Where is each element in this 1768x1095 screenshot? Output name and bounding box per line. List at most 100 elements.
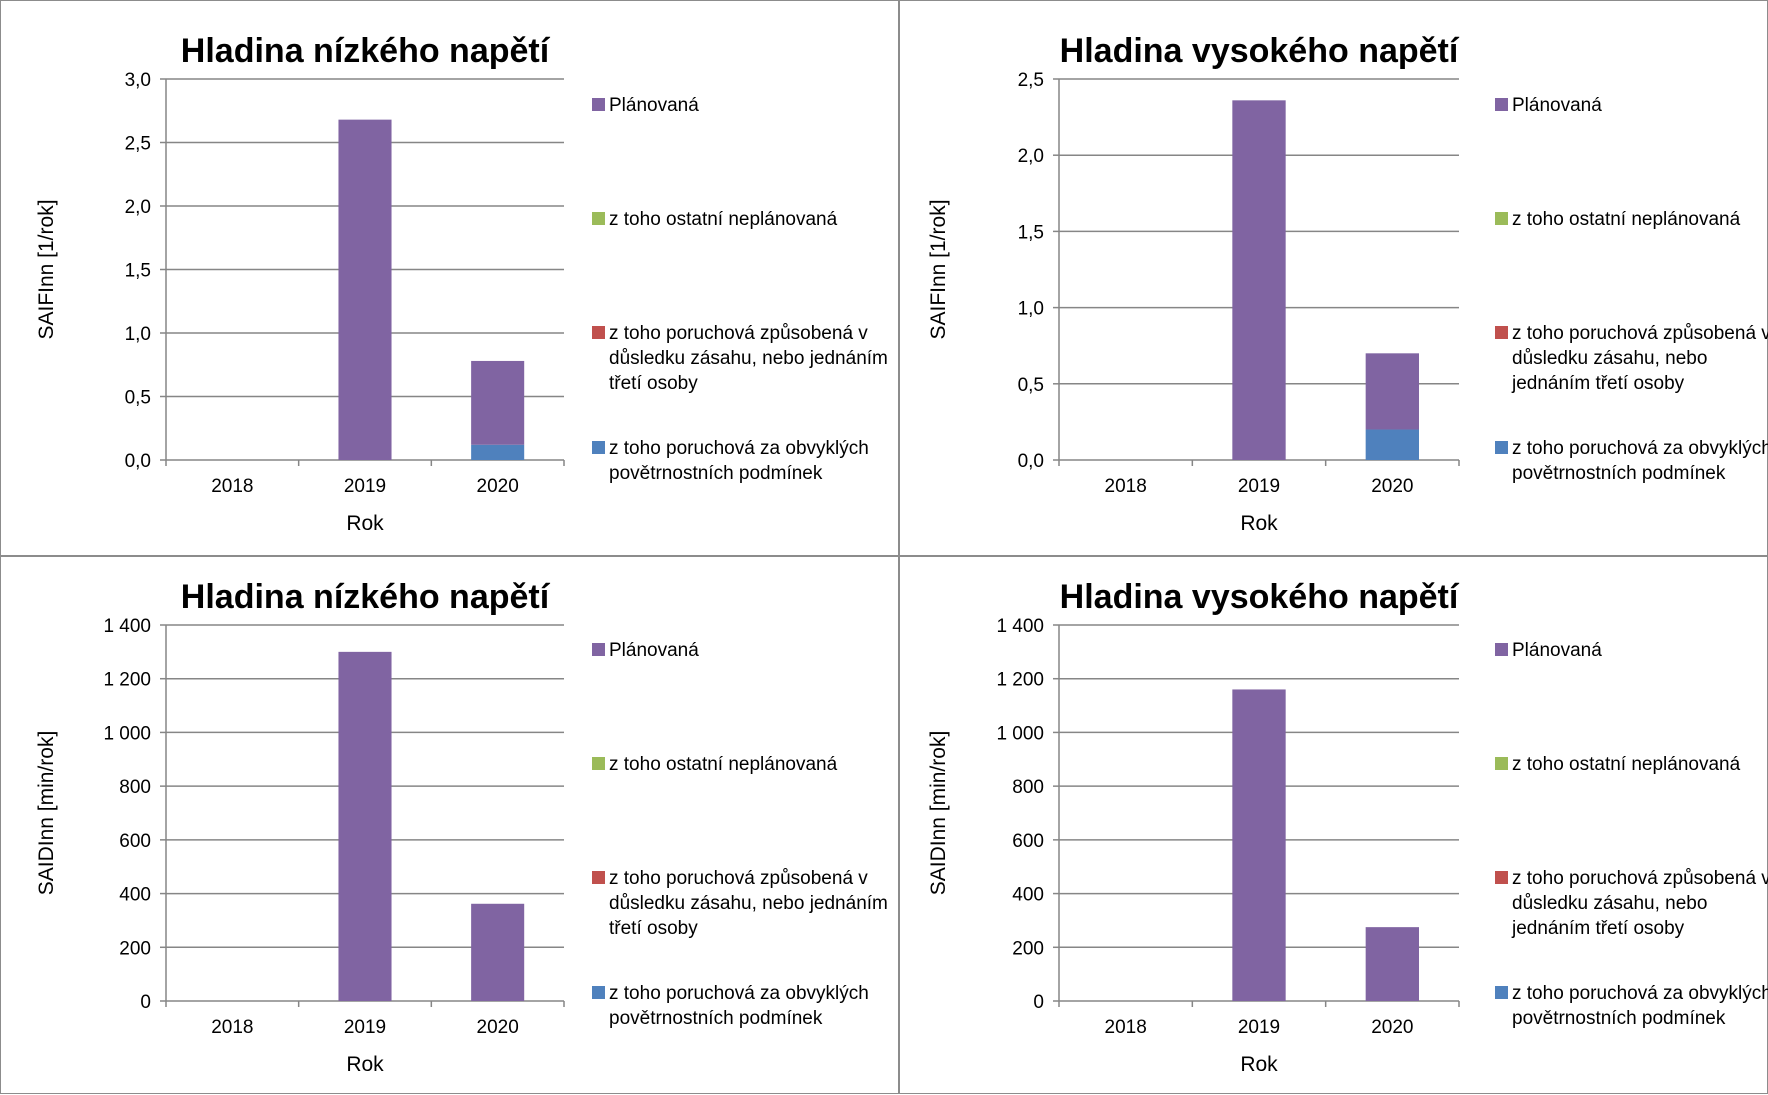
legend-label: z toho poruchová způsobená v důsledku zás…: [1511, 323, 1768, 394]
bar-segment: [1365, 927, 1419, 1001]
y-tick-label: 800: [119, 777, 151, 798]
bar-segment: [338, 119, 392, 460]
legend-swatch: [592, 643, 605, 656]
y-axis-title: SAIDInn [min/rok]: [927, 731, 950, 896]
x-tick-label: 2018: [211, 476, 253, 497]
legend-swatch: [592, 757, 605, 770]
legend-swatch: [592, 212, 605, 225]
y-tick-label: 0,5: [125, 388, 151, 409]
legend-label: Plánovaná: [1512, 95, 1602, 116]
bar-segment: [1232, 100, 1286, 460]
legend-item: Plánovaná: [592, 640, 699, 661]
legend-swatch: [1495, 98, 1508, 111]
bar-segment: [1365, 353, 1419, 430]
y-axis-title: SAIFInn [1/rok]: [927, 199, 950, 339]
chart-svg: Hladina nízkého napětí 0 200 400 600 800 1 000…: [35, 578, 888, 1076]
legend-swatch: [1495, 871, 1508, 884]
y-tick-label: 0,0: [125, 451, 151, 472]
legend-item: z toho ostatní neplánovaná: [1495, 209, 1741, 230]
legend-swatch: [1495, 326, 1508, 339]
legend-label: z toho ostatní neplánovaná: [1512, 754, 1741, 775]
legend-item: z toho poruchová způsobená v důsledku zás…: [592, 868, 888, 939]
y-tick-label: 800: [1012, 777, 1044, 798]
y-tick-label: 1,5: [125, 261, 151, 282]
x-tick-label: 2020: [477, 476, 519, 497]
y-axis-title: SAIDInn [min/rok]: [35, 731, 58, 896]
chart-title: Hladina nízkého napětí: [181, 578, 551, 616]
legend-item: Plánovaná: [1495, 640, 1602, 661]
y-axis-title: SAIFInn [1/rok]: [35, 199, 58, 339]
legend-swatch: [592, 986, 605, 999]
x-tick-label: 2018: [211, 1017, 253, 1038]
y-tick-label: 2,0: [1018, 146, 1044, 167]
legend-item: z toho poruchová za obvyklých povětrnostn…: [592, 983, 869, 1029]
chart-panel-3: Hladina nízkého napětí 0 200 400 600 800 1 000…: [0, 556, 899, 1094]
legend-label: z toho ostatní neplánovaná: [609, 754, 838, 775]
y-tick-label: 1 200: [103, 670, 151, 691]
chart-svg: Hladina vysokého napětí 0,0 0,5 1,0 1,5 2,0 2,…: [927, 32, 1768, 535]
chart-title: Hladina vysokého napětí: [1060, 578, 1460, 616]
chart-panel-4: Hladina vysokého napětí 0 200 400 600 800 1 00…: [899, 556, 1768, 1094]
x-tick-label: 2020: [1371, 476, 1413, 497]
y-tick-label: 1 400: [103, 616, 151, 637]
legend-item: z toho poruchová způsobená v důsledku zás…: [592, 323, 888, 394]
legend-label: z toho ostatní neplánovaná: [1512, 209, 1741, 230]
legend-swatch: [592, 441, 605, 454]
legend-label: Plánovaná: [1512, 640, 1602, 661]
legend-label: z toho poruchová za obvyklých povětrnostn…: [1512, 438, 1768, 484]
y-tick-label: 600: [1012, 831, 1044, 852]
bar-segment: [471, 903, 525, 1001]
chart-panel-1: Hladina nízkého napětí 0,0 0,5 1,0 1,5 2,0 2,5…: [0, 0, 899, 556]
x-axis-title: Rok: [346, 1053, 384, 1076]
legend-label: Plánovaná: [609, 95, 699, 116]
legend-swatch: [1495, 643, 1508, 656]
x-tick-label: 2019: [1238, 476, 1280, 497]
chart-svg: Hladina nízkého napětí 0,0 0,5 1,0 1,5 2,0 2,5…: [35, 32, 888, 535]
bar-segment: [471, 444, 525, 460]
y-tick-label: 1,0: [1018, 299, 1044, 320]
x-tick-label: 2018: [1105, 1017, 1147, 1038]
y-tick-label: 600: [119, 831, 151, 852]
y-tick-label: 400: [1012, 885, 1044, 906]
y-tick-label: 2,0: [125, 197, 151, 218]
legend-item: z toho ostatní neplánovaná: [592, 209, 838, 230]
y-tick-label: 2,5: [125, 134, 151, 155]
x-axis-title: Rok: [346, 512, 384, 535]
bar-segment: [1232, 689, 1286, 1001]
chart-panel-2: Hladina vysokého napětí 0,0 0,5 1,0 1,5 2,0 2,…: [899, 0, 1768, 556]
legend-label: z toho poruchová způsobená v důsledku zás…: [1511, 868, 1768, 939]
legend-label: z toho poruchová za obvyklých povětrnostn…: [609, 983, 869, 1029]
legend-label: z toho poruchová způsobená v důsledku zás…: [609, 868, 888, 939]
y-tick-label: 1 000: [103, 723, 151, 744]
legend-item: z toho poruchová způsobená v důsledku zás…: [1495, 868, 1768, 939]
legend-item: z toho poruchová způsobená v důsledku zás…: [1495, 323, 1768, 394]
y-tick-label: 3,0: [125, 70, 151, 91]
legend-swatch: [592, 871, 605, 884]
legend-label: Plánovaná: [609, 640, 699, 661]
legend-item: z toho ostatní neplánovaná: [1495, 754, 1741, 775]
y-tick-label: 0,0: [1018, 451, 1044, 472]
legend-swatch: [1495, 757, 1508, 770]
y-tick-label: 400: [119, 885, 151, 906]
y-tick-label: 0: [1033, 992, 1044, 1013]
legend-item: z toho ostatní neplánovaná: [592, 754, 838, 775]
x-tick-label: 2019: [1238, 1017, 1280, 1038]
legend-item: Plánovaná: [592, 95, 699, 116]
x-tick-label: 2018: [1105, 476, 1147, 497]
legend-label: z toho poruchová za obvyklých povětrnostn…: [609, 438, 869, 484]
y-tick-label: 1,0: [125, 324, 151, 345]
legend-label: z toho ostatní neplánovaná: [609, 209, 838, 230]
x-tick-label: 2019: [344, 476, 386, 497]
x-axis-title: Rok: [1240, 1053, 1278, 1076]
legend-item: Plánovaná: [1495, 95, 1602, 116]
y-tick-label: 1 200: [996, 670, 1044, 691]
legend-swatch: [592, 98, 605, 111]
chart-title: Hladina nízkého napětí: [181, 32, 551, 70]
bar-segment: [338, 651, 392, 1001]
legend-label: z toho poruchová způsobená v důsledku zás…: [609, 323, 888, 394]
chart-title: Hladina vysokého napětí: [1060, 32, 1460, 70]
legend-swatch: [592, 326, 605, 339]
x-tick-label: 2020: [1371, 1017, 1413, 1038]
legend-swatch: [1495, 986, 1508, 999]
